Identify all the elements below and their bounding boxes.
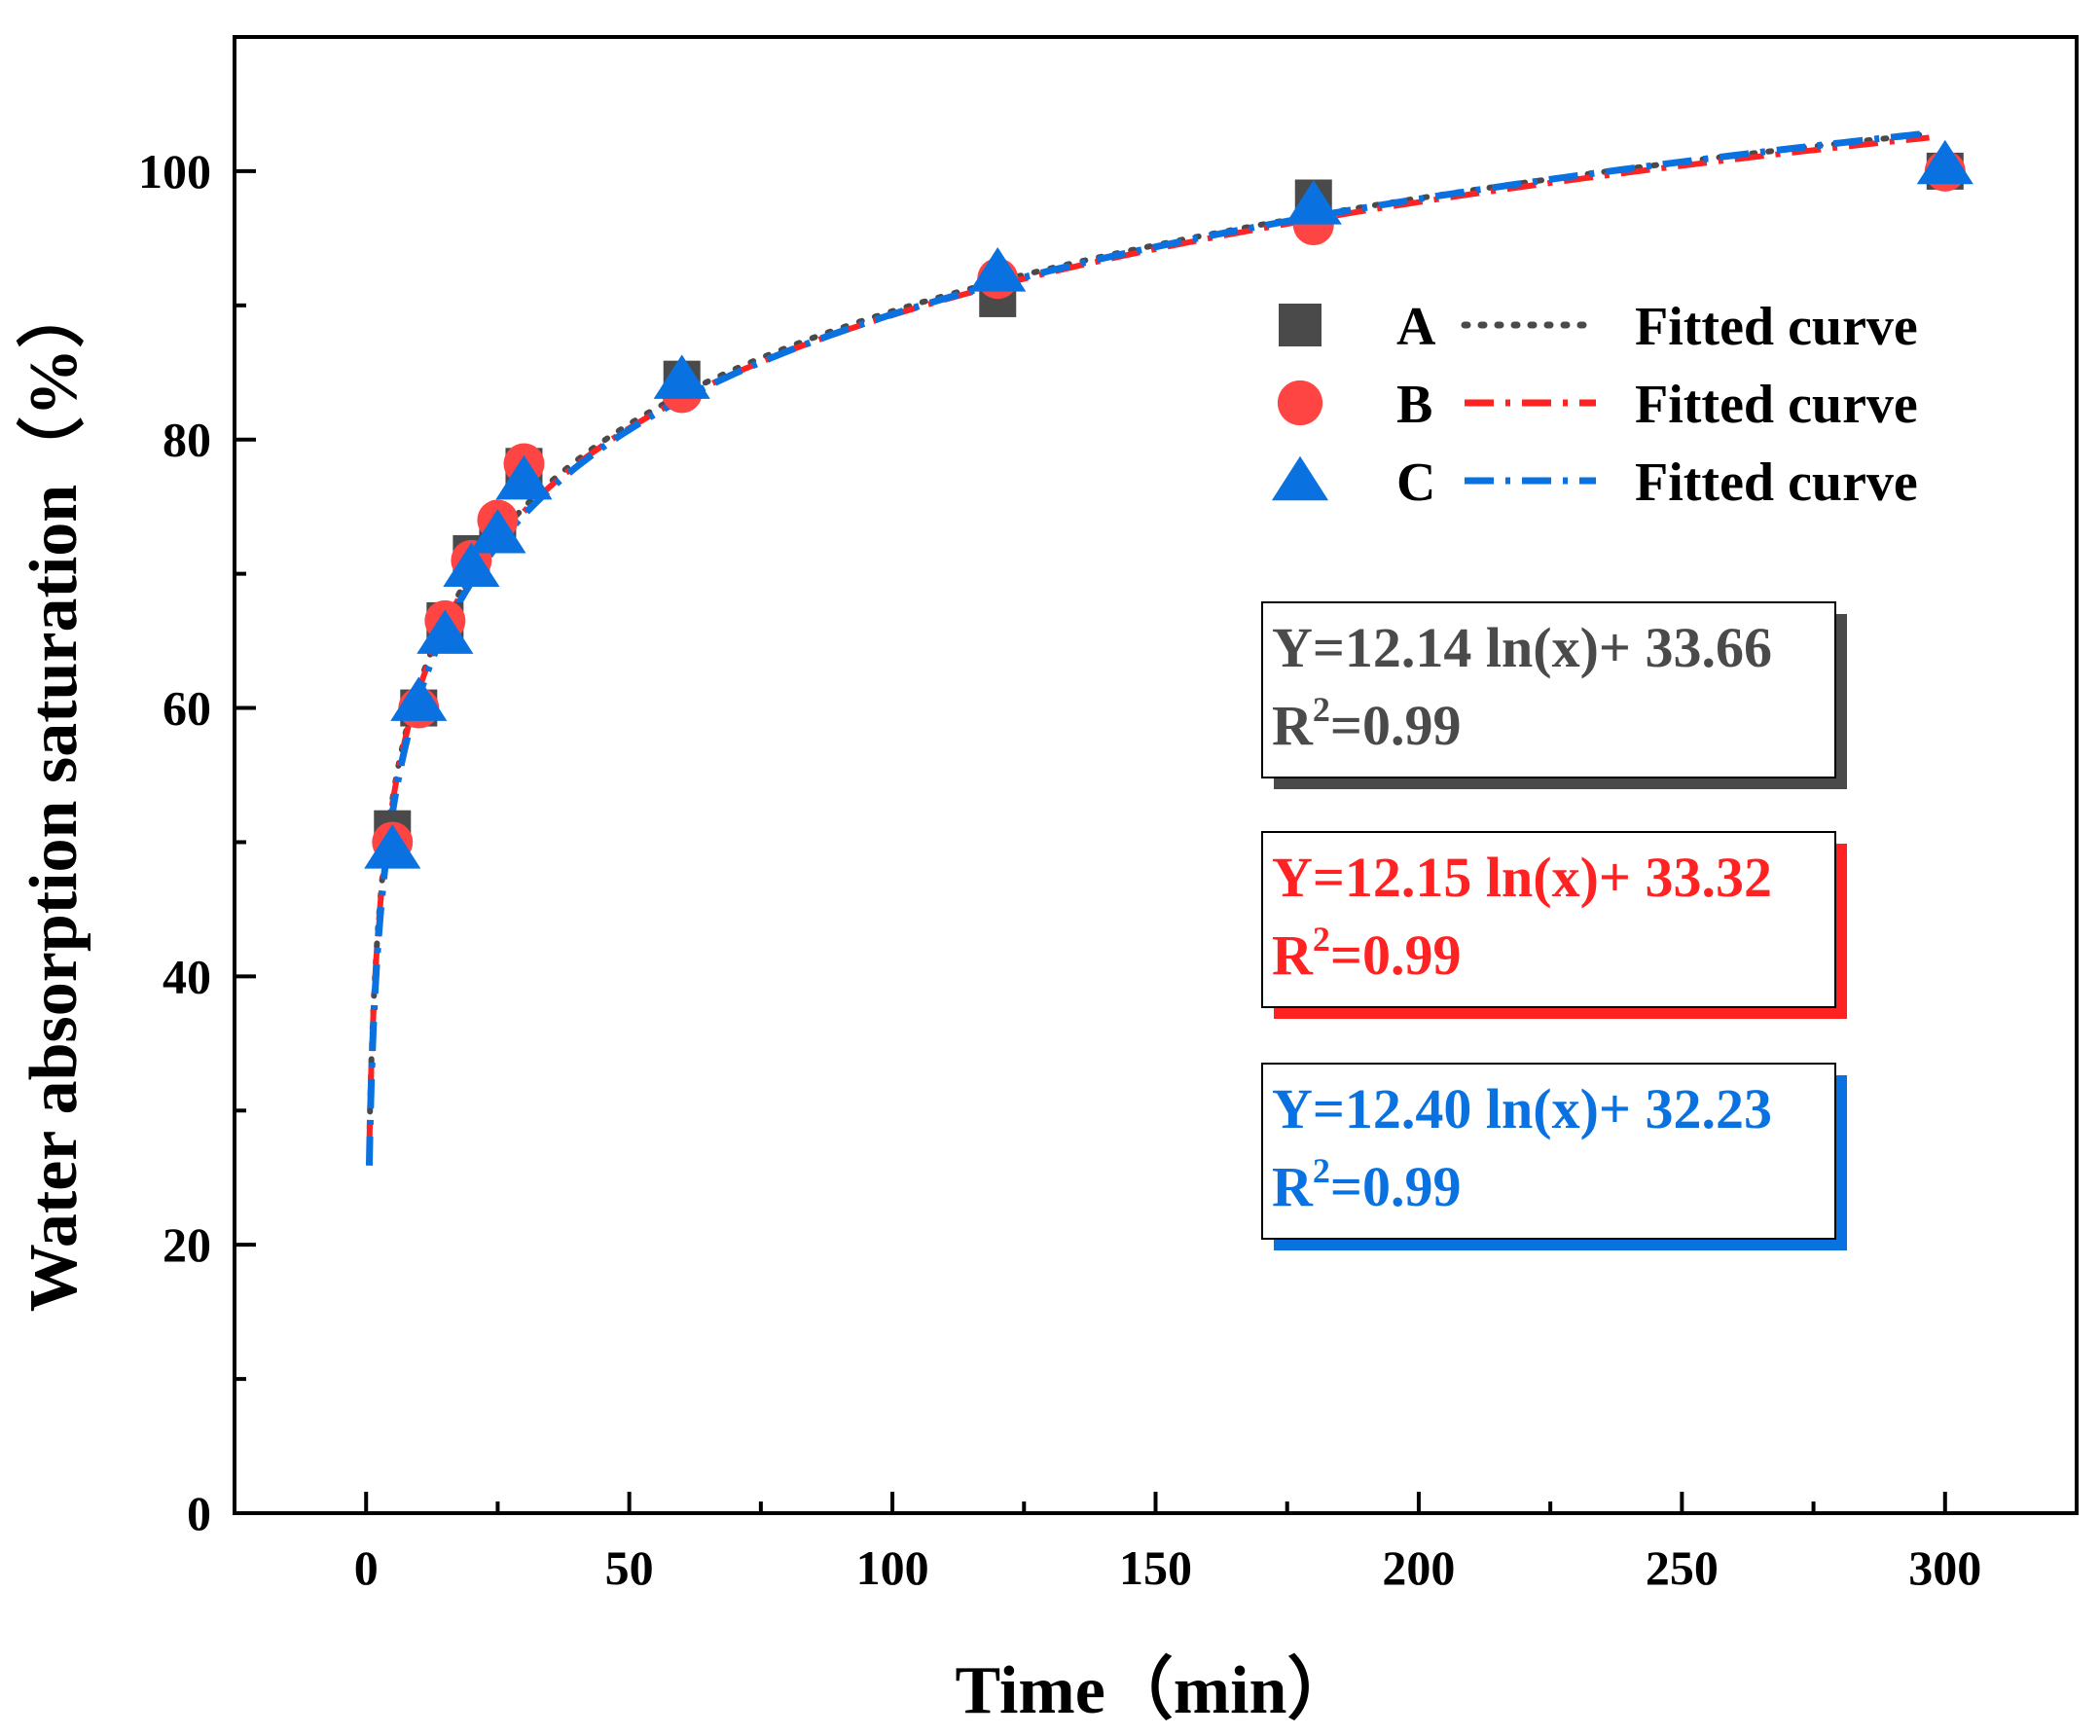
r-squared-text: R2=0.99	[1272, 1151, 1461, 1218]
x-axis-title: Time（min）	[956, 1652, 1356, 1728]
data-point-c	[969, 247, 1027, 292]
legend-marker-c	[1271, 455, 1329, 501]
y-tick-label: 40	[163, 949, 211, 1003]
x-tick-label: 250	[1646, 1540, 1719, 1595]
y-axis-title: Water absorption saturation（%）	[16, 280, 91, 1312]
legend-marker-a	[1279, 304, 1322, 346]
x-tick-label: 150	[1119, 1540, 1192, 1595]
x-tick-label: 0	[354, 1540, 379, 1595]
legend-fit-label: Fitted curve	[1635, 452, 1918, 513]
data-point-c	[1916, 139, 1973, 185]
y-tick-label: 100	[138, 144, 211, 199]
x-tick-label: 300	[1908, 1540, 1981, 1595]
equation-text: Y=12.40 ln(x)+ 32.23	[1272, 1077, 1772, 1140]
x-tick-label: 200	[1382, 1540, 1455, 1595]
y-tick-label: 0	[187, 1486, 211, 1540]
x-tick-label: 100	[856, 1540, 929, 1595]
data-point-c	[469, 508, 526, 554]
data-points	[364, 139, 1973, 869]
data-point-c	[416, 609, 474, 654]
data-point-c	[653, 354, 710, 399]
equation-text: Y=12.15 ln(x)+ 33.32	[1272, 846, 1772, 909]
equation-box	[1261, 601, 1836, 778]
equation-box	[1261, 831, 1836, 1008]
y-tick-label: 60	[163, 681, 211, 736]
equation-boxes: Y=12.14 ln(x)+ 33.66 R2=0.99 Y=12.15 ln(x)…	[1261, 601, 1847, 1250]
legend-label-c: C	[1396, 452, 1435, 513]
legend-label-b: B	[1396, 375, 1432, 435]
axes: 0 50 100 150 200 250 300 0 20 40 60 80 100	[138, 35, 1981, 1595]
y-tick-label: 20	[163, 1217, 211, 1272]
r-squared-text: R2=0.99	[1272, 920, 1461, 987]
equation-box	[1261, 1063, 1836, 1240]
legend-label-a: A	[1396, 297, 1436, 357]
data-point-c	[1285, 180, 1342, 225]
data-point-c	[364, 824, 421, 869]
legend: A Fitted curve B Fitted curve C Fitted curve	[1271, 297, 1918, 513]
data-point-c	[390, 676, 448, 721]
r-squared-text: R2=0.99	[1272, 690, 1461, 757]
x-tick-label: 50	[605, 1540, 654, 1595]
legend-fit-label: Fitted curve	[1635, 375, 1918, 435]
legend-fit-label: Fitted curve	[1635, 297, 1918, 357]
y-tick-label: 80	[163, 413, 211, 467]
data-point-c	[495, 454, 553, 500]
data-point-c	[443, 542, 500, 587]
equation-text: Y=12.14 ln(x)+ 33.66	[1272, 616, 1772, 679]
legend-marker-b	[1277, 380, 1323, 426]
